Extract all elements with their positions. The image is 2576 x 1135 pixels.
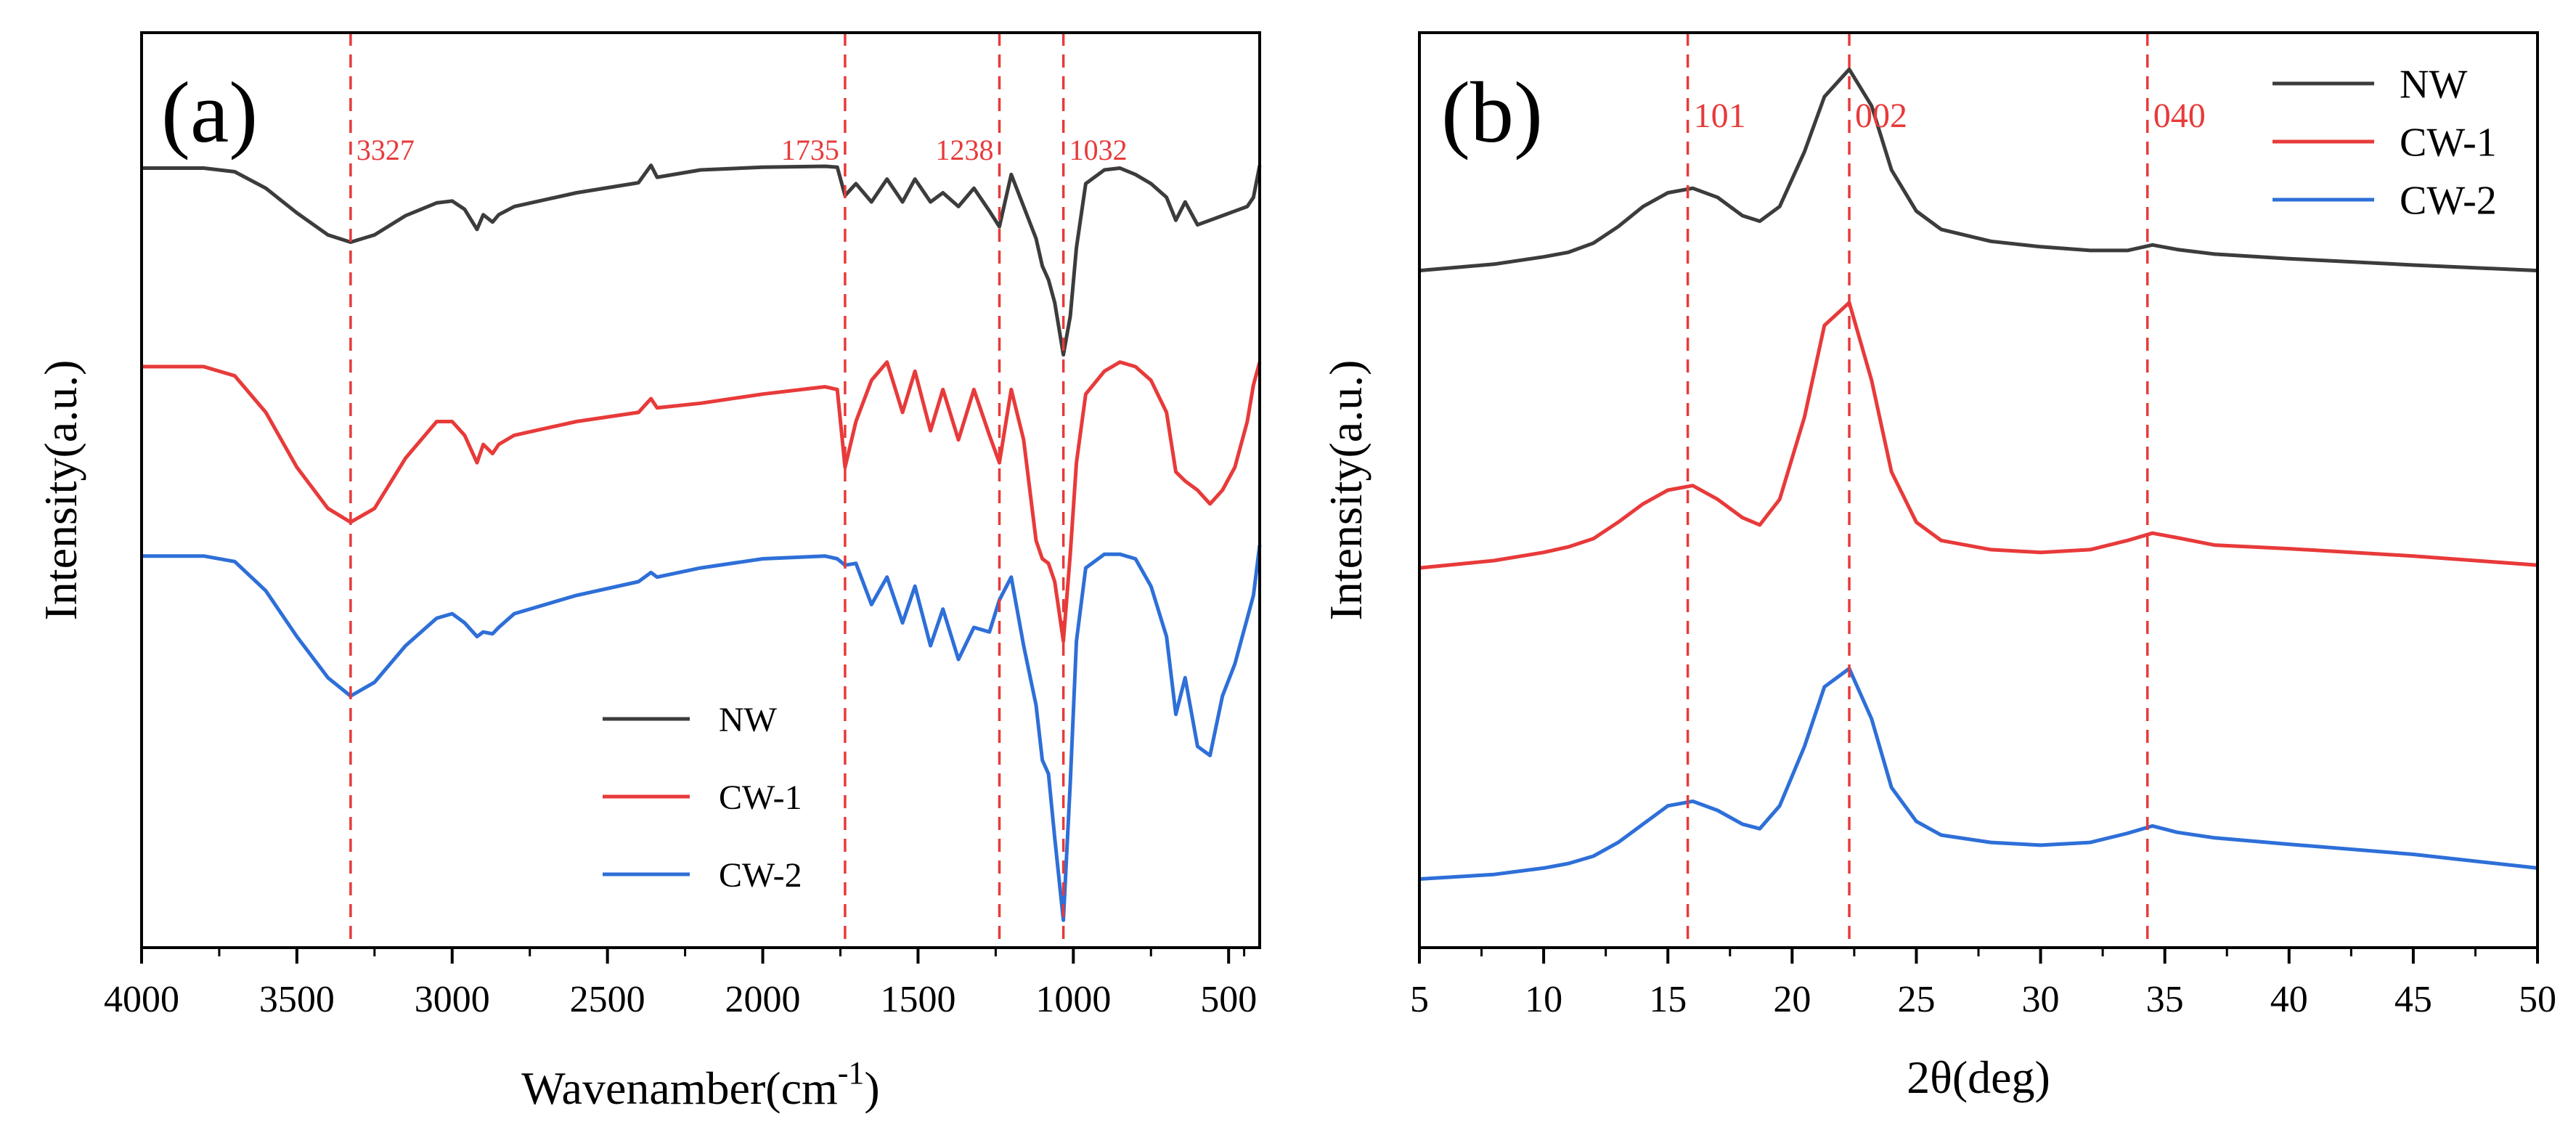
annotation-label: 1238 xyxy=(936,134,994,166)
x-tick-label: 35 xyxy=(2146,979,2184,1020)
series-line-cw-1 xyxy=(1419,301,2538,570)
legend-label-cw-1: CW-1 xyxy=(719,778,802,817)
x-tick-label: 10 xyxy=(1525,979,1562,1020)
x-tick-label: 45 xyxy=(2394,979,2432,1020)
x-tick-label: 2500 xyxy=(570,979,645,1020)
panel-a-ftir-chart: 3327 1735 1238 1032 4000 3500 3000 2500 2000 150… xyxy=(35,31,1262,1114)
x-tick-label: 3000 xyxy=(415,979,490,1020)
x-tick-label: 25 xyxy=(1897,979,1935,1020)
legend-label-nw: NW xyxy=(2400,62,2467,107)
x-tick-label: 1000 xyxy=(1035,979,1111,1020)
panel-b-y-axis-label: Intensity(a.u.) xyxy=(1320,360,1371,621)
panel-b-x-axis-label: 2θ(deg) xyxy=(1907,1051,2050,1103)
panel-b-label: (b) xyxy=(1441,64,1543,160)
panel-a-y-axis-label: Intensity(a.u.) xyxy=(35,360,86,621)
annotation-label: 101 xyxy=(1694,97,1746,135)
series-line-cw-2 xyxy=(142,545,1262,922)
series-line-nw xyxy=(1419,67,2538,273)
x-tick-label: 20 xyxy=(1773,979,1811,1020)
x-tick-label: 2000 xyxy=(725,979,801,1020)
x-tick-label: 500 xyxy=(1200,979,1257,1020)
series-line-cw-2 xyxy=(1419,667,2538,881)
x-tick-label: 5 xyxy=(1410,979,1429,1020)
legend-label-cw-2: CW-2 xyxy=(2400,179,2497,224)
legend-label-cw-2: CW-2 xyxy=(719,856,802,895)
x-tick-label: 15 xyxy=(1649,979,1687,1020)
x-tick-label: 4000 xyxy=(104,979,179,1020)
panel-b-plot-frame xyxy=(1418,31,2539,949)
annotation-label: 040 xyxy=(2153,97,2206,135)
x-tick-label: 1500 xyxy=(880,979,955,1020)
annotation-label: 3327 xyxy=(356,134,415,166)
panel-a-plot-frame xyxy=(140,31,1261,949)
annotation-label: 1032 xyxy=(1069,134,1128,166)
series-line-nw xyxy=(142,163,1262,357)
legend-label-cw-1: CW-1 xyxy=(2400,121,2497,166)
annotation-label: 002 xyxy=(1855,97,1907,135)
x-tick-label: 3500 xyxy=(259,979,335,1020)
x-tick-label: 30 xyxy=(2022,979,2060,1020)
panel-a-label: (a) xyxy=(161,64,258,160)
x-tick-label: 40 xyxy=(2270,979,2308,1020)
annotation-label: 1735 xyxy=(781,134,839,166)
panel-a-x-axis-label: Wavenamber(cm-1) xyxy=(521,1055,879,1114)
legend-label-nw: NW xyxy=(719,701,778,739)
series-line-cw-1 xyxy=(142,360,1262,643)
x-tick-label: 50 xyxy=(2519,979,2556,1020)
panel-b-xrd-chart: 101 002 040 5 10 15 20 25 30 35 40 45 50 (b) NW CW-1… xyxy=(1320,31,2556,1103)
